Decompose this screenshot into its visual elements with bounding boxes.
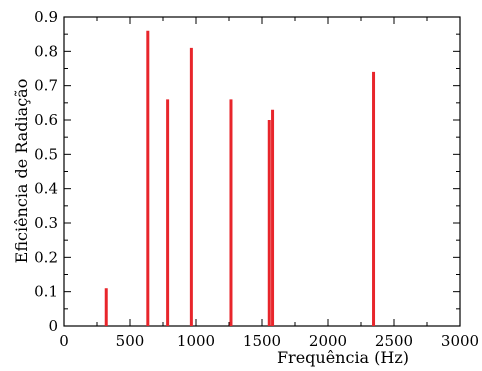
x-tick-label: 2500 xyxy=(375,332,413,350)
y-tick-label: 0.3 xyxy=(34,214,58,232)
x-tick-label: 500 xyxy=(116,332,145,350)
y-tick-label: 0.9 xyxy=(34,8,58,26)
x-tick-label: 2000 xyxy=(309,332,347,350)
bars-layer xyxy=(104,30,376,326)
y-axis-title: Eficiência de Radiação xyxy=(12,79,31,264)
x-axis-title: Frequência (Hz) xyxy=(277,348,409,367)
y-axis: 0 0.1 0.2 0.3 0.4 0.5 0.6 0.7 0.8 0.9 xyxy=(34,8,460,335)
x-axis: 0 500 1000 1500 2000 2500 3000 xyxy=(59,17,479,350)
x-tick-label: 1500 xyxy=(243,332,281,350)
y-tick-label: 0.4 xyxy=(34,180,58,198)
x-tick-label: 0 xyxy=(59,332,69,350)
y-tick-label: 0.5 xyxy=(34,145,58,163)
x-tick-label: 1000 xyxy=(177,332,215,350)
plot-frame xyxy=(63,16,461,327)
y-tick-label: 0.8 xyxy=(34,42,58,60)
y-tick-label: 0.7 xyxy=(34,77,58,95)
x-tick-label: 3000 xyxy=(441,332,479,350)
y-tick-label: 0.1 xyxy=(34,283,58,301)
y-tick-label: 0 xyxy=(48,317,58,335)
y-tick-label: 0.6 xyxy=(34,111,58,129)
y-tick-label: 0.2 xyxy=(34,248,58,266)
